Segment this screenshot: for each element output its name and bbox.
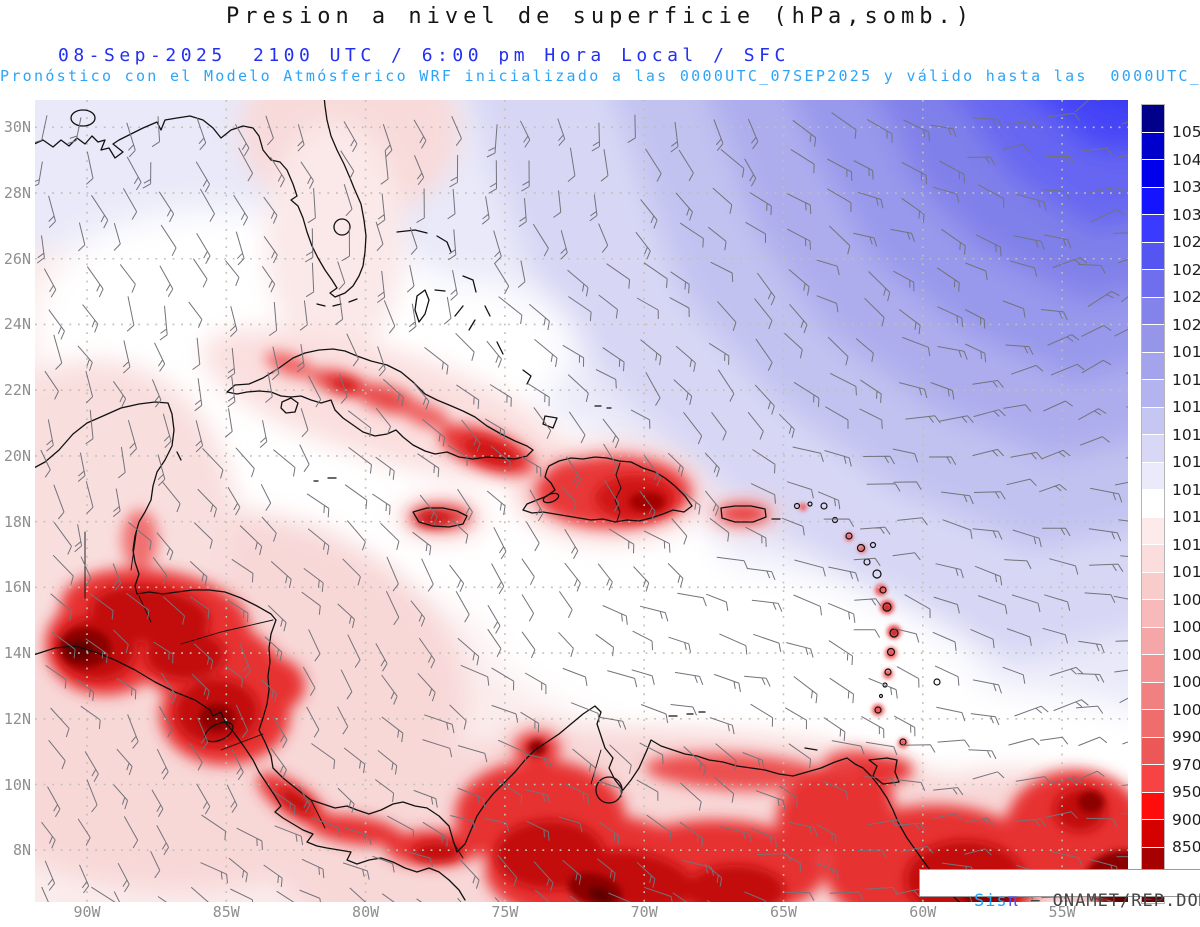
lat-label: 8N	[12, 841, 31, 860]
colorbar-cell	[1142, 820, 1164, 847]
colorbar-cell	[1142, 792, 1164, 819]
lat-label: 28N	[3, 184, 31, 203]
colorbar-cell	[1142, 517, 1164, 544]
colorbar-swatches	[1141, 104, 1165, 904]
colorbar-label: 1017	[1172, 398, 1200, 416]
lat-label: 12N	[3, 709, 31, 728]
lon-label: 70W	[630, 903, 658, 921]
colorbar-cell	[1142, 242, 1164, 269]
lat-label: 16N	[3, 578, 31, 597]
colorbar-label: 1010	[1172, 563, 1200, 581]
lon-label: 85W	[212, 903, 240, 921]
colorbar-cell	[1142, 407, 1164, 434]
colorbar-cell	[1142, 105, 1164, 132]
colorbar-cell	[1142, 462, 1164, 489]
pressure-colorbar: 1050 1040 1035 1030 1028 1025 1022 1020 1019 1018…	[1141, 104, 1200, 906]
datetime-line: 08-Sep-2025 2100 UTC / 6:00 pm Hora Loca…	[0, 45, 1200, 67]
colorbar-label: 1040	[1172, 150, 1200, 169]
lon-label: 80W	[352, 903, 380, 921]
colorbar-label: 1013	[1172, 508, 1200, 526]
colorbar-cell	[1142, 325, 1164, 352]
branding-pi-symbol: π	[1007, 891, 1019, 911]
colorbar-label: 900	[1172, 810, 1200, 829]
colorbar-cell	[1142, 572, 1164, 599]
colorbar-label: 1050	[1172, 123, 1200, 141]
lon-label: 65W	[769, 903, 798, 921]
lat-label: 26N	[3, 249, 31, 268]
colorbar-label: 1020	[1172, 315, 1200, 334]
colorbar-cell	[1142, 655, 1164, 682]
colorbar-cell	[1142, 545, 1164, 572]
lat-label: 10N	[3, 775, 31, 794]
branding-box: Sisπ − ONAMET/REP.DOM.	[919, 869, 1200, 911]
colorbar-label: 1022	[1172, 288, 1200, 306]
colorbar-label: 1028	[1172, 233, 1200, 251]
lon-label: 90W	[73, 903, 101, 921]
colorbar-label: 950	[1172, 783, 1200, 801]
colorbar-cell	[1142, 160, 1164, 187]
lon-label: 75W	[491, 903, 519, 921]
colorbar-label: 850	[1172, 838, 1200, 856]
colorbar-label: 1012	[1172, 535, 1200, 554]
colorbar-label: 1002	[1172, 673, 1200, 691]
colorbar-cell	[1142, 380, 1164, 407]
branding-product: Sis	[973, 891, 1008, 911]
wind-barbs	[35, 100, 1128, 902]
colorbar-label: 1016	[1172, 425, 1200, 444]
forecast-note: Pronóstico con el Modelo Atmósferico WRF…	[0, 67, 1200, 85]
colorbar-label: 1008	[1172, 590, 1200, 609]
colorbar-cell	[1142, 435, 1164, 462]
colorbar-cell	[1142, 847, 1164, 874]
lat-label: 22N	[3, 381, 31, 400]
pressure-map	[35, 100, 1128, 902]
colorbar-cell	[1142, 710, 1164, 737]
colorbar-label: 1014	[1172, 480, 1200, 499]
colorbar-label: 1025	[1172, 260, 1200, 279]
colorbar-cell	[1142, 297, 1164, 324]
colorbar-label: 1006	[1172, 618, 1200, 636]
colorbar-label: 1000	[1172, 700, 1200, 719]
lat-label: 24N	[3, 315, 31, 334]
run-date: 08-Sep-2025	[58, 45, 227, 66]
lat-label: 30N	[3, 118, 31, 137]
colorbar-cell	[1142, 765, 1164, 792]
colorbar-cell	[1142, 270, 1164, 297]
colorbar-label: 990	[1172, 728, 1200, 746]
colorbar-cell	[1142, 490, 1164, 517]
colorbar-cell	[1142, 627, 1164, 654]
lesser-antilles-outlines	[793, 501, 941, 746]
colorbar-label: 1030	[1172, 205, 1200, 224]
lat-label: 20N	[3, 446, 31, 465]
colorbar-cell	[1142, 682, 1164, 709]
colorbar-label: 970	[1172, 755, 1200, 774]
colorbar-cell	[1142, 600, 1164, 627]
lon-label: 55W	[1048, 903, 1076, 921]
colorbar-label: 1015	[1172, 453, 1200, 471]
colorbar-label: 1004	[1172, 645, 1200, 664]
lat-label: 14N	[3, 644, 31, 663]
colorbar-cell	[1142, 215, 1164, 242]
colorbar-cell	[1142, 132, 1164, 159]
pressure-shading-blue-high	[35, 100, 1128, 790]
pressure-field-canvas	[35, 100, 1128, 902]
colorbar-label: 1018	[1172, 370, 1200, 389]
lon-label: 60W	[909, 903, 937, 921]
valid-time: 2100 UTC / 6:00 pm Hora Local / SFC	[253, 45, 790, 66]
colorbar-label: 1035	[1172, 178, 1200, 196]
branding-org: − ONAMET/REP.DOM.	[1030, 891, 1200, 911]
colorbar-label: 1019	[1172, 343, 1200, 361]
colorbar-cell	[1142, 737, 1164, 764]
lat-label: 18N	[3, 512, 31, 531]
page-title: Presion a nivel de superficie (hPa,somb.…	[225, 4, 975, 29]
colorbar-cell	[1142, 352, 1164, 379]
colorbar-cell	[1142, 187, 1164, 214]
